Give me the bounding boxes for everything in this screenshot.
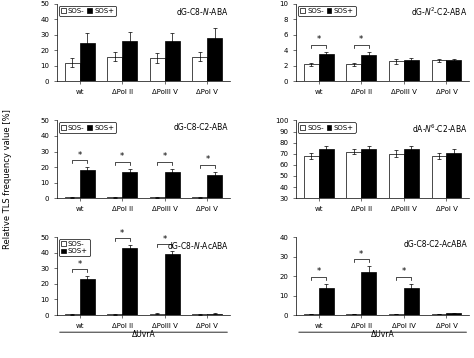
Bar <box>65 314 80 315</box>
Bar <box>319 149 334 232</box>
Legend: SOS-, SOS+: SOS-, SOS+ <box>298 122 356 132</box>
Bar <box>150 58 165 81</box>
Legend: SOS-, SOS+: SOS-, SOS+ <box>59 239 90 256</box>
Text: dG-C8-C2-AcABA: dG-C8-C2-AcABA <box>404 240 467 248</box>
Bar <box>107 57 122 81</box>
Bar <box>165 254 180 315</box>
Bar <box>432 156 447 232</box>
Bar <box>304 64 319 81</box>
Bar <box>361 272 376 315</box>
Bar <box>207 38 222 81</box>
Bar <box>207 314 222 315</box>
Bar <box>122 248 137 315</box>
Text: dA-$\mathit{N}$$^{6}$-C2-ABA: dA-$\mathit{N}$$^{6}$-C2-ABA <box>412 123 467 135</box>
Legend: SOS-, SOS+: SOS-, SOS+ <box>59 6 117 16</box>
Text: *: * <box>163 235 167 244</box>
Bar <box>80 279 94 315</box>
Text: *: * <box>205 155 210 164</box>
Bar <box>165 41 180 81</box>
Text: dG-$\mathit{N}$$^{2}$-C2-ABA: dG-$\mathit{N}$$^{2}$-C2-ABA <box>411 6 467 18</box>
Bar <box>122 41 137 81</box>
Text: dG-C8-$\mathit{N}$-AcABA: dG-C8-$\mathit{N}$-AcABA <box>166 240 228 251</box>
Text: *: * <box>317 267 321 276</box>
Bar <box>432 314 447 315</box>
Bar <box>447 153 461 232</box>
Bar <box>319 54 334 81</box>
Bar <box>432 61 447 81</box>
Bar <box>304 156 319 232</box>
Bar <box>389 61 404 81</box>
Text: *: * <box>359 250 364 259</box>
Bar <box>361 149 376 232</box>
Text: *: * <box>78 260 82 269</box>
Bar <box>192 314 207 315</box>
Bar <box>122 172 137 198</box>
Bar <box>319 288 334 315</box>
Bar <box>389 154 404 232</box>
Text: *: * <box>120 152 124 161</box>
Bar <box>447 314 461 315</box>
Bar <box>389 314 404 315</box>
Bar <box>346 314 361 315</box>
Text: *: * <box>359 35 364 44</box>
Bar <box>404 288 419 315</box>
Bar <box>80 170 94 198</box>
Text: *: * <box>78 151 82 160</box>
Bar <box>447 61 461 81</box>
Legend: SOS-, SOS+: SOS-, SOS+ <box>298 6 356 16</box>
Bar <box>404 149 419 232</box>
Bar <box>304 314 319 315</box>
Text: *: * <box>163 152 167 161</box>
Text: Relative TLS frequency value [%]: Relative TLS frequency value [%] <box>3 109 11 249</box>
Text: *: * <box>120 228 124 238</box>
Bar <box>107 314 122 315</box>
Bar <box>165 172 180 198</box>
Bar <box>361 55 376 81</box>
Bar <box>80 43 94 81</box>
Bar <box>346 64 361 81</box>
Text: dG-C8-C2-ABA: dG-C8-C2-ABA <box>174 123 228 132</box>
Text: dG-C8-$\mathit{N}$-ABA: dG-C8-$\mathit{N}$-ABA <box>176 6 228 17</box>
Bar <box>65 63 80 81</box>
X-axis label: ΔUvrA: ΔUvrA <box>371 330 394 339</box>
Bar <box>207 175 222 198</box>
Text: *: * <box>402 267 406 276</box>
Text: *: * <box>317 35 321 44</box>
Bar <box>192 57 207 81</box>
Bar <box>346 151 361 232</box>
Legend: SOS-, SOS+: SOS-, SOS+ <box>59 122 117 132</box>
Bar <box>150 314 165 315</box>
X-axis label: ΔUvrA: ΔUvrA <box>132 330 155 339</box>
Bar <box>404 61 419 81</box>
